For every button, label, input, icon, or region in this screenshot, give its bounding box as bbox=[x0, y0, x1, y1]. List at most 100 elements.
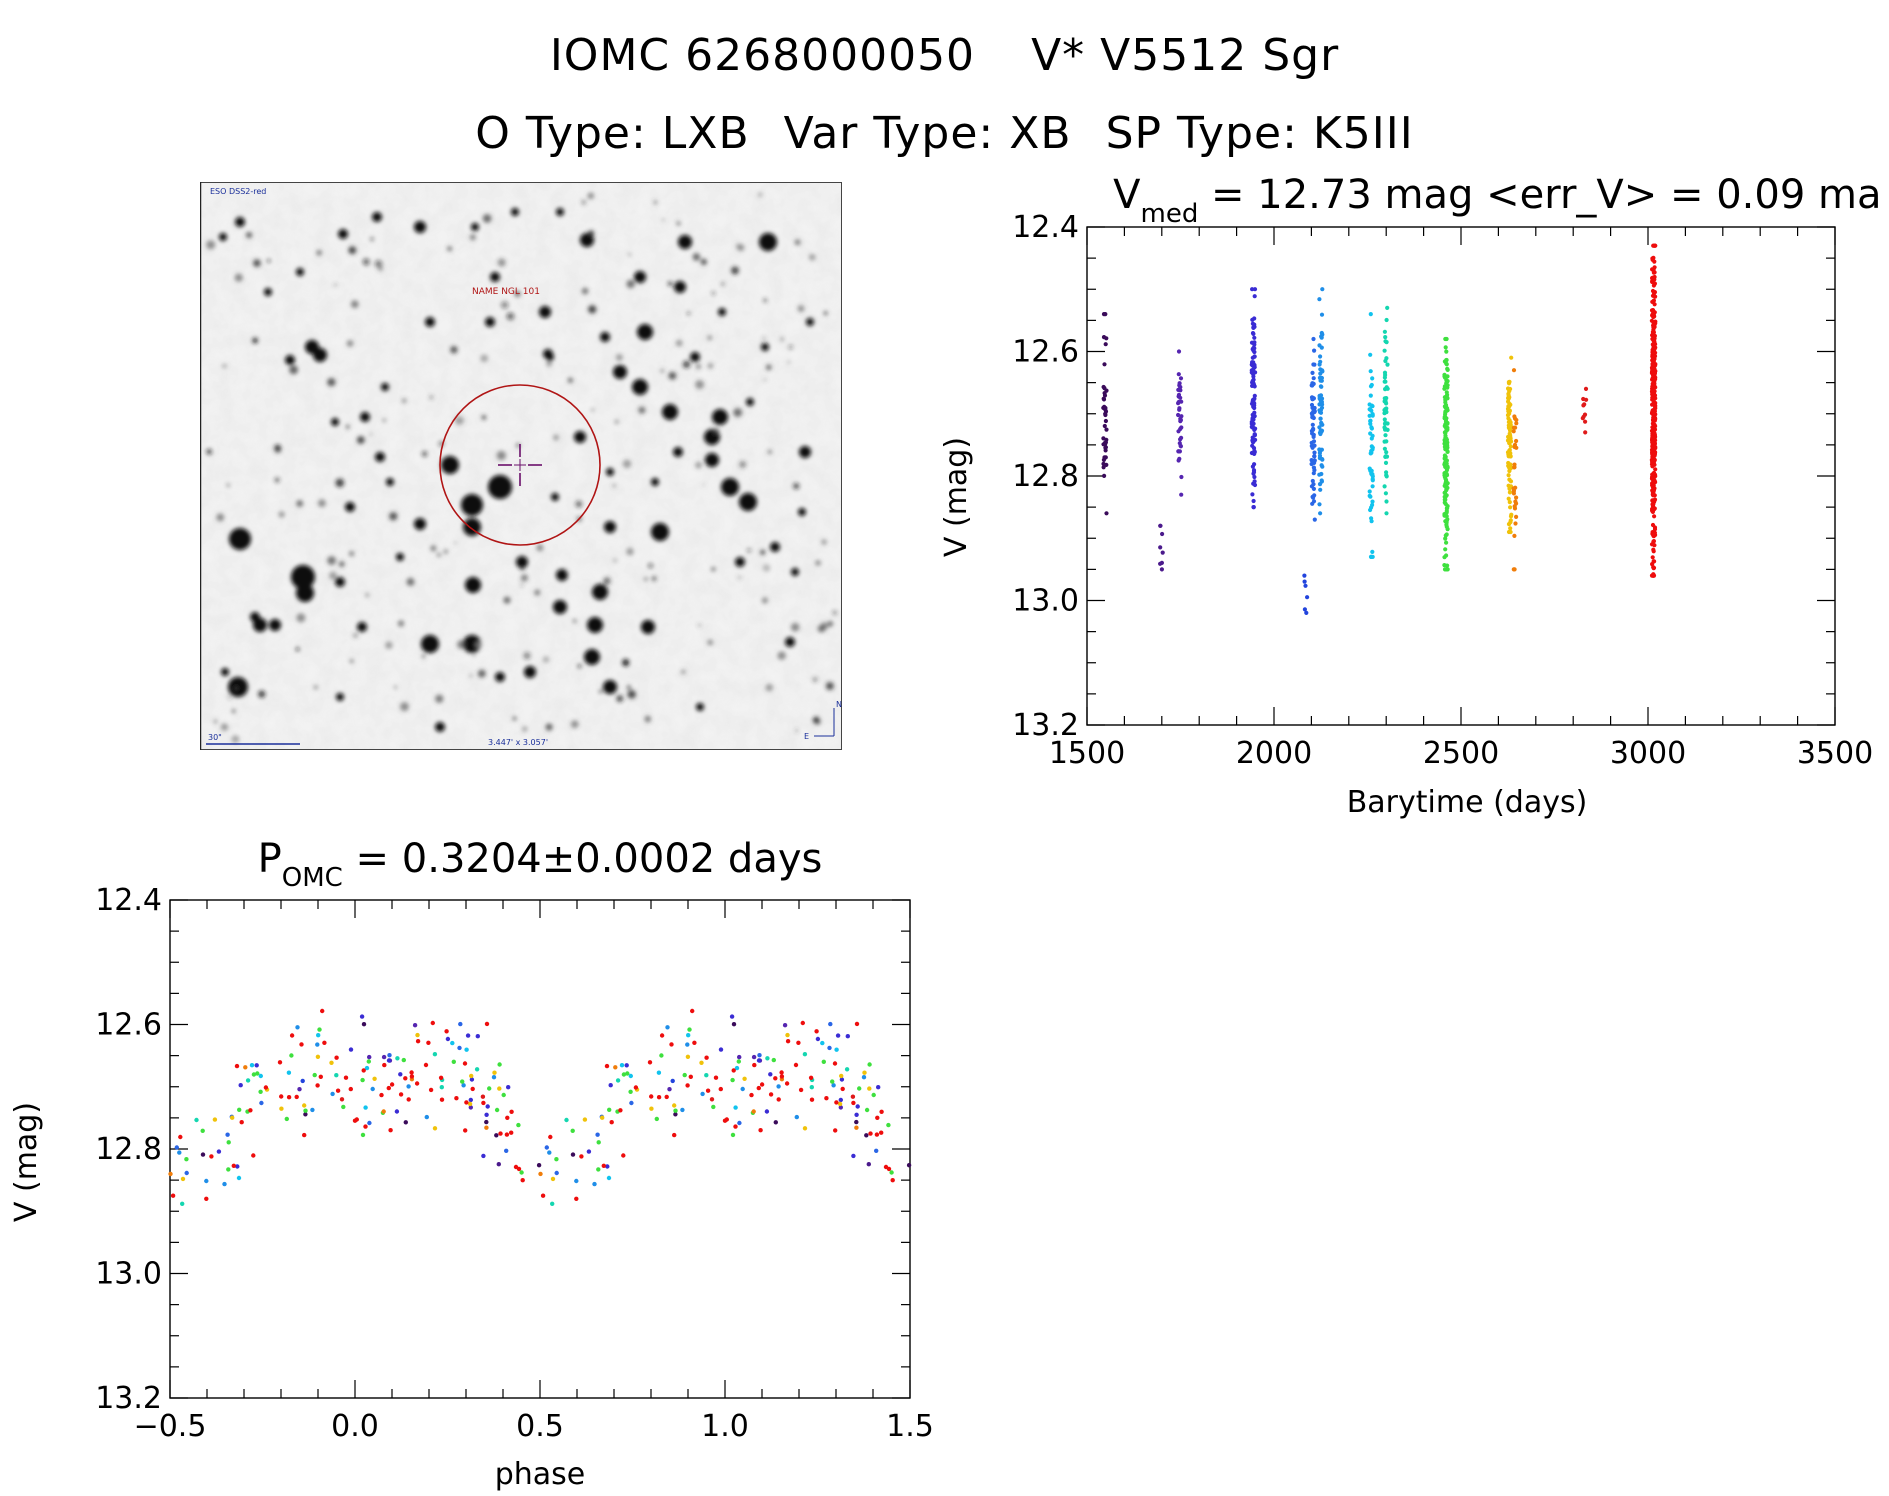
data-point bbox=[699, 1060, 704, 1065]
star bbox=[289, 365, 299, 375]
data-point bbox=[1158, 561, 1163, 566]
data-point bbox=[1443, 536, 1448, 541]
data-point bbox=[1384, 409, 1389, 414]
data-point bbox=[1651, 539, 1656, 544]
data-point bbox=[579, 1154, 584, 1159]
data-point bbox=[737, 1120, 742, 1126]
data-point bbox=[497, 1062, 502, 1067]
star bbox=[485, 317, 495, 327]
data-point bbox=[1252, 432, 1257, 437]
data-point bbox=[1444, 471, 1449, 476]
data-point bbox=[570, 1128, 575, 1133]
star bbox=[761, 597, 769, 604]
star bbox=[501, 301, 509, 309]
data-point bbox=[1309, 443, 1314, 449]
data-point bbox=[1317, 482, 1323, 487]
star bbox=[662, 404, 678, 420]
data-point bbox=[866, 1162, 871, 1167]
data-point bbox=[1101, 335, 1107, 340]
data-point bbox=[381, 1054, 387, 1060]
data-point bbox=[765, 1056, 770, 1061]
data-point bbox=[1383, 460, 1389, 465]
star bbox=[372, 212, 382, 222]
data-point bbox=[538, 1171, 543, 1177]
data-point bbox=[1443, 512, 1448, 517]
star bbox=[296, 613, 306, 623]
data-point bbox=[230, 1115, 235, 1120]
star bbox=[676, 221, 681, 226]
data-point bbox=[1442, 567, 1448, 572]
data-point bbox=[481, 1153, 486, 1159]
data-point bbox=[406, 1097, 411, 1102]
data-point bbox=[1507, 477, 1512, 482]
data-point bbox=[1507, 424, 1512, 429]
data-point bbox=[1652, 259, 1657, 264]
data-point bbox=[889, 1170, 894, 1175]
data-point bbox=[1444, 394, 1449, 399]
data-point bbox=[258, 1073, 263, 1079]
data-point bbox=[680, 1107, 685, 1113]
data-point bbox=[519, 1170, 524, 1175]
data-point bbox=[785, 1039, 791, 1044]
data-point bbox=[1369, 382, 1374, 388]
data-point bbox=[862, 1070, 867, 1075]
star bbox=[285, 355, 295, 365]
data-point bbox=[1370, 445, 1375, 450]
data-point bbox=[1444, 336, 1449, 342]
compass-icon: N E bbox=[804, 700, 842, 741]
data-point bbox=[432, 1052, 438, 1057]
data-point bbox=[335, 1088, 341, 1093]
data-point bbox=[1383, 399, 1388, 404]
data-point bbox=[1252, 410, 1257, 415]
data-point bbox=[1512, 504, 1517, 509]
data-point bbox=[1649, 308, 1655, 313]
data-point bbox=[382, 1062, 387, 1068]
star bbox=[556, 569, 568, 581]
data-point bbox=[834, 1100, 839, 1105]
star bbox=[539, 306, 551, 318]
star bbox=[632, 379, 648, 395]
data-point bbox=[1506, 496, 1511, 501]
data-point bbox=[1312, 450, 1317, 455]
data-point bbox=[1384, 356, 1389, 361]
star bbox=[551, 493, 559, 501]
star bbox=[735, 557, 745, 567]
data-point bbox=[800, 1020, 805, 1026]
data-point bbox=[506, 1085, 511, 1090]
data-point bbox=[1179, 399, 1184, 404]
data-point bbox=[388, 1128, 393, 1133]
data-point bbox=[237, 1107, 242, 1112]
data-point bbox=[625, 1071, 630, 1076]
data-point bbox=[613, 1065, 618, 1070]
star bbox=[707, 363, 714, 369]
star bbox=[696, 364, 701, 369]
data-point bbox=[1252, 482, 1258, 488]
data-point bbox=[1514, 421, 1519, 426]
data-point bbox=[784, 1081, 790, 1086]
data-point bbox=[1251, 381, 1256, 386]
data-point bbox=[779, 1070, 784, 1075]
star bbox=[252, 337, 258, 344]
star bbox=[787, 360, 791, 364]
star bbox=[258, 690, 266, 698]
data-point bbox=[200, 1152, 206, 1157]
star bbox=[503, 596, 511, 604]
star bbox=[712, 427, 720, 435]
data-point bbox=[1312, 454, 1317, 459]
data-point bbox=[1505, 450, 1511, 455]
star bbox=[228, 677, 248, 697]
data-point bbox=[664, 1094, 669, 1100]
compass-e-label: E bbox=[804, 732, 809, 741]
data-point bbox=[469, 1077, 475, 1082]
star bbox=[823, 311, 828, 316]
star bbox=[759, 233, 777, 251]
data-point bbox=[315, 1054, 321, 1059]
data-point bbox=[1310, 405, 1315, 410]
data-point bbox=[1652, 340, 1657, 346]
data-point bbox=[468, 1105, 473, 1110]
data-point bbox=[177, 1150, 182, 1155]
data-point bbox=[474, 1067, 480, 1072]
data-point bbox=[656, 1095, 662, 1100]
data-point bbox=[1651, 493, 1656, 498]
data-point bbox=[1514, 514, 1519, 519]
